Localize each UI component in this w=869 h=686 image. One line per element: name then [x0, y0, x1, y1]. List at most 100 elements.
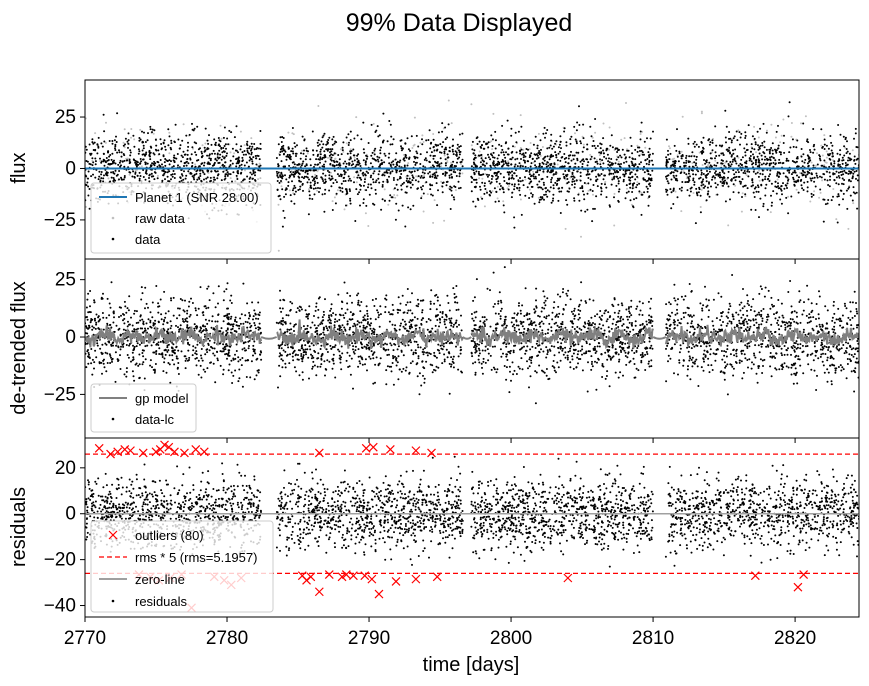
data-point [557, 152, 560, 155]
data-point [306, 172, 309, 175]
data-point [820, 164, 823, 167]
data-point [125, 336, 128, 339]
data-point [818, 157, 821, 160]
data-point [796, 165, 799, 168]
data-point [725, 125, 728, 128]
data-point [473, 149, 476, 152]
data-point [484, 157, 487, 160]
data-point [131, 175, 134, 178]
data-point [316, 155, 319, 157]
data-point [441, 145, 444, 148]
data-point [137, 163, 140, 166]
data-point [737, 164, 740, 167]
data-point [739, 143, 741, 146]
data-point [729, 198, 731, 201]
data-point [737, 171, 740, 174]
data-point [94, 327, 97, 330]
raw-data-point [832, 188, 835, 190]
raw-data-point [737, 129, 740, 132]
data-point [640, 121, 643, 124]
data-point [844, 171, 847, 174]
data-point [444, 162, 447, 165]
data-point [153, 371, 156, 374]
data-point [200, 376, 203, 379]
raw-data-point [491, 190, 494, 193]
data-point [497, 200, 500, 203]
data-point [157, 161, 160, 164]
data-point [455, 154, 458, 157]
raw-data-point [201, 144, 204, 147]
data-point [365, 157, 368, 160]
data-point [667, 149, 669, 152]
raw-data-point [364, 176, 367, 179]
data-point [777, 185, 780, 188]
data-point [800, 148, 803, 150]
data-point [252, 354, 254, 357]
data-point [145, 169, 148, 172]
data-point [456, 157, 459, 160]
data-point [187, 341, 189, 344]
data-point [292, 174, 295, 176]
data-point [409, 208, 412, 211]
data-point [225, 154, 228, 157]
data-point [242, 322, 245, 325]
data-point [774, 180, 777, 183]
raw-data-point [450, 122, 453, 125]
data-point [544, 193, 547, 196]
data-point [367, 142, 370, 144]
data-point [251, 301, 254, 304]
data-point [136, 342, 139, 345]
data-point [141, 130, 143, 133]
data-point [372, 178, 374, 181]
data-point [217, 137, 220, 139]
data-point [736, 155, 739, 158]
data-point [413, 160, 415, 163]
data-point [177, 373, 180, 375]
data-point [138, 353, 141, 356]
raw-data-point [682, 170, 685, 173]
data-point [479, 188, 482, 191]
data-point [330, 178, 333, 181]
data-point [161, 147, 163, 150]
data-point [247, 340, 250, 343]
data-point [219, 364, 222, 367]
data-point [481, 159, 484, 162]
raw-data-point [528, 148, 531, 151]
data-point [326, 169, 329, 172]
data-point [139, 162, 142, 165]
raw-data-point [490, 140, 493, 143]
data-point [595, 175, 598, 178]
data-point [715, 144, 718, 147]
raw-data-point [539, 154, 542, 157]
data-point [425, 139, 428, 142]
data-point [193, 178, 196, 181]
data-point [771, 152, 774, 155]
y-tick-label: −25 [44, 210, 76, 231]
data-point [291, 150, 294, 153]
data-point [135, 165, 138, 168]
raw-data-point [128, 173, 131, 176]
data-point [354, 220, 357, 222]
data-point [213, 176, 216, 179]
data-point [610, 134, 613, 137]
data-point [133, 175, 136, 178]
data-point [666, 193, 669, 196]
data-point [89, 321, 92, 324]
raw-data-point [314, 173, 317, 176]
data-point [239, 148, 242, 151]
data-point [413, 155, 416, 158]
data-point [138, 177, 141, 180]
data-point [721, 152, 724, 155]
data-point [152, 152, 155, 155]
data-point [228, 312, 231, 315]
data-point [476, 143, 479, 145]
data-point [289, 194, 292, 197]
data-point [744, 165, 747, 168]
raw-data-point [639, 133, 642, 135]
data-point [504, 161, 507, 164]
data-point [179, 144, 182, 147]
data-point [94, 176, 97, 179]
data-point [844, 162, 847, 164]
raw-data-point [343, 208, 346, 211]
raw-data-point [367, 225, 370, 227]
